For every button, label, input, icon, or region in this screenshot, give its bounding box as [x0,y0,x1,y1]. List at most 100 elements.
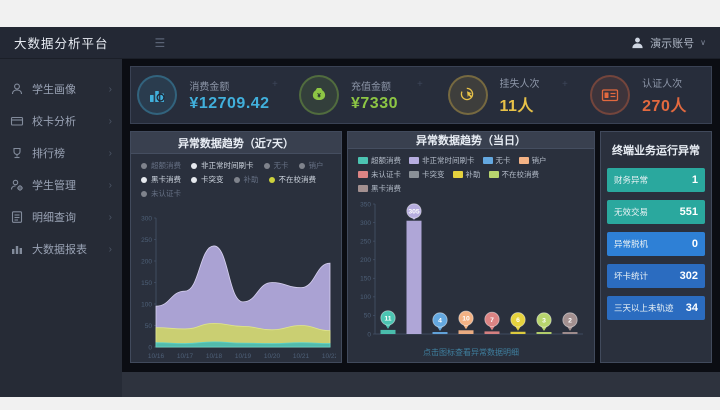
legend-swatch-icon [482,157,493,164]
sidebar-item-5[interactable]: 明细查询 › [0,201,122,233]
user-menu[interactable]: 演示账号 ∨ [631,35,706,51]
legend-dot-icon [268,176,275,183]
kpi-card-4[interactable]: 认证人次 270人 [562,75,711,116]
daily-panel-title: 异常数据趋势（当日） [348,132,594,149]
sidebar-item-4[interactable]: 学生管理 › [0,169,122,201]
stat-row-3[interactable]: 异常脱机 0 [607,232,705,256]
sidebar-item-1[interactable]: 学生画像 › [0,73,122,105]
svg-text:¥: ¥ [317,92,321,99]
daily-legend-item-1[interactable]: 超额消费 [358,155,401,166]
kpi-value: ¥7330 [351,94,398,112]
legend-label: 非正常时间刷卡 [422,156,475,165]
stats-rows: 财务异常 1 无效交易 551 异常脱机 0 坏卡统计 302 三天以上未轨迹 34 [607,168,705,328]
stats-panel-title: 终端业务运行异常 [612,145,700,157]
svg-text:0: 0 [148,344,152,351]
stat-value: 551 [679,206,698,218]
svg-text:150: 150 [360,276,371,283]
chevron-right-icon: › [108,211,112,223]
daily-trend-panel: 异常数据趋势（当日） 超额消费 非正常时间刷卡 无卡 销户未认证卡 卡突变 补助 不在校消费… [347,131,595,363]
daily-legend-item-4[interactable]: 销户 [518,155,547,166]
stat-row-2[interactable]: 无效交易 551 [607,200,705,224]
weekly-legend-item-4[interactable]: 销户 [298,160,324,171]
weekly-trend-panel: 异常数据趋势（近7天） 超额消费 非正常时间刷卡 无卡 销户 黑卡消费 卡突变 补助 不在校消… [130,131,342,363]
weekly-legend-item-9[interactable]: 未认证卡 [141,188,181,199]
svg-text:350: 350 [360,201,371,208]
user-avatar-icon [631,36,644,49]
legend-swatch-icon [409,157,419,164]
kpi-value: 11人 [499,97,534,115]
svg-text:10/19: 10/19 [235,353,252,360]
kpi-card-1[interactable]: 消费金额 ¥12709.42 [131,75,276,115]
svg-text:6: 6 [516,317,520,324]
loss-report-icon [447,75,488,115]
sidebar-item-3[interactable]: 排行榜 › [0,137,122,169]
kpi-label: 消费金额 [189,81,230,93]
legend-label: 销户 [308,161,324,170]
app-title: 大数据分析平台 [14,37,109,51]
legend-swatch-icon [452,171,463,178]
legend-label: 无卡 [273,161,289,170]
daily-legend-item-5[interactable]: 未认证卡 [358,169,401,180]
daily-chart-caption[interactable]: 点击图标查看异常数据明细 [423,348,519,357]
weekly-legend: 超额消费 非正常时间刷卡 无卡 销户黑卡消费 卡突变 补助 不在校消费未认证卡 [131,154,341,201]
legend-swatch-icon [358,171,368,178]
svg-text:10/22: 10/22 [322,353,336,360]
sidebar-item-label: 学生画像 [32,84,76,96]
weekly-legend-item-8[interactable]: 不在校消费 [268,174,316,185]
svg-text:4: 4 [438,317,442,324]
kpi-card-3[interactable]: 挂失人次 11人 [417,75,566,116]
svg-text:50: 50 [145,323,153,330]
legend-swatch-icon [409,171,419,178]
stat-label: 无效交易 [614,207,649,217]
weekly-area-chart[interactable]: 0 50 100 150 200 250 300 10/16 10/17 10/18 10/19 10… [131,201,341,362]
weekly-legend-item-2[interactable]: 非正常时间刷卡 [191,160,254,171]
sidebar-item-label: 大数据报表 [32,244,87,256]
weekly-legend-item-1[interactable]: 超额消费 [141,160,181,171]
svg-text:100: 100 [141,301,152,308]
stat-label: 三天以上未轨迹 [614,303,674,313]
stat-row-1[interactable]: 财务异常 1 [607,168,705,192]
legend-dot-icon [141,176,147,183]
sidebar-item-6[interactable]: 大数据报表 › [0,233,122,265]
card-analysis-icon [10,114,24,128]
report-icon [10,242,24,256]
legend-swatch-icon [488,171,499,178]
sidebar-item-label: 学生管理 [32,180,76,192]
legend-label: 卡突变 [422,170,445,179]
weekly-legend-item-5[interactable]: 黑卡消费 [141,174,181,185]
legend-label: 补助 [465,170,481,179]
stat-row-4[interactable]: 坏卡统计 302 [607,264,705,288]
daily-legend-item-3[interactable]: 无卡 [482,155,511,166]
svg-text:10/16: 10/16 [148,353,165,360]
daily-bar-chart[interactable]: 0 50 100 150 200 250 300 350 11 305 4 10 7 6 3 2 [348,196,594,346]
legend-label: 无卡 [495,156,511,165]
daily-legend-item-8[interactable]: 不在校消费 [488,169,540,180]
legend-label: 不在校消费 [501,170,540,179]
user-name: 演示账号 [650,37,695,50]
daily-legend-item-9[interactable]: 黑卡消费 [358,183,401,194]
daily-legend-item-7[interactable]: 补助 [452,169,481,180]
daily-legend-item-6[interactable]: 卡突变 [409,169,445,180]
kpi-label: 挂失人次 [499,78,540,90]
kpi-label: 充值金额 [351,81,391,93]
weekly-legend-item-3[interactable]: 无卡 [263,160,289,171]
stat-row-5[interactable]: 三天以上未轨迹 34 [607,296,705,320]
weekly-legend-item-6[interactable]: 卡突变 [191,174,224,185]
certification-icon [590,75,631,115]
legend-dot-icon [141,162,147,169]
stat-value: 302 [679,270,698,282]
kpi-card-2[interactable]: ¥ 充值金额¥7330 [272,75,421,115]
legend-dot-icon [233,176,240,183]
sidebar-item-label: 明细查询 [32,212,76,224]
stat-value: 0 [691,238,698,250]
weekly-legend-item-7[interactable]: 补助 [233,174,259,185]
legend-dot-icon [141,190,147,197]
kpi-value: ¥12709.42 [189,94,270,112]
legend-label: 未认证卡 [151,189,181,198]
svg-text:7: 7 [490,317,494,324]
sidebar-item-2[interactable]: 校卡分析 › [0,105,122,137]
daily-legend-item-2[interactable]: 非正常时间刷卡 [409,155,475,166]
menu-collapse-icon[interactable]: ☰ [154,35,166,50]
svg-text:10/18: 10/18 [206,353,223,360]
